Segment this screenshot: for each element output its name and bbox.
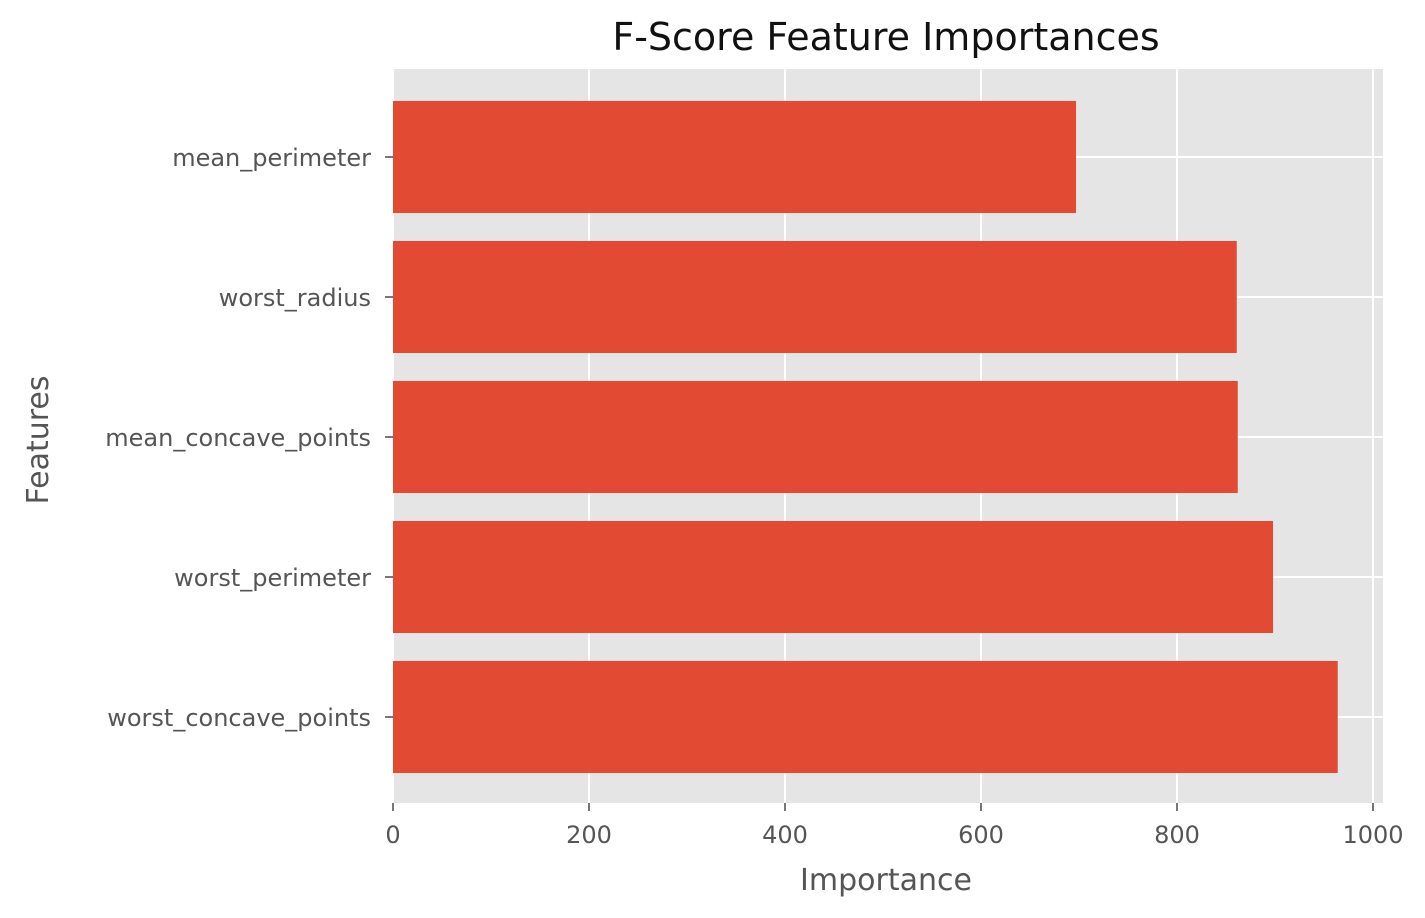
y-tick-label: worst_radius bbox=[219, 284, 371, 312]
y-tick-label: worst_perimeter bbox=[174, 564, 371, 592]
y-tick-label: worst_concave_points bbox=[107, 704, 371, 732]
bar-worst-radius bbox=[393, 241, 1237, 353]
bar-mean-concave-points bbox=[393, 381, 1238, 493]
y-tick-label: mean_perimeter bbox=[172, 144, 371, 172]
x-tick-label: 200 bbox=[566, 821, 612, 849]
x-tick-label: 400 bbox=[762, 821, 808, 849]
x-tick-label: 1000 bbox=[1342, 821, 1403, 849]
chart-title: F-Score Feature Importances bbox=[612, 15, 1159, 59]
x-tick-label: 0 bbox=[385, 821, 400, 849]
bar-worst-concave-points bbox=[393, 661, 1338, 773]
x-tick-label: 600 bbox=[958, 821, 1004, 849]
bar-mean-perimeter bbox=[393, 101, 1077, 213]
bars bbox=[393, 101, 1338, 773]
x-axis-label: Importance bbox=[800, 863, 972, 898]
y-axis-ticks: mean_perimeter worst_radius mean_concave_p… bbox=[105, 144, 393, 732]
y-tick-label: mean_concave_points bbox=[105, 424, 371, 452]
x-axis-ticks: 0 200 400 600 800 1000 bbox=[385, 803, 1404, 849]
y-axis-label: Features bbox=[21, 376, 56, 505]
x-tick-label: 800 bbox=[1154, 821, 1200, 849]
bar-worst-perimeter bbox=[393, 521, 1274, 633]
